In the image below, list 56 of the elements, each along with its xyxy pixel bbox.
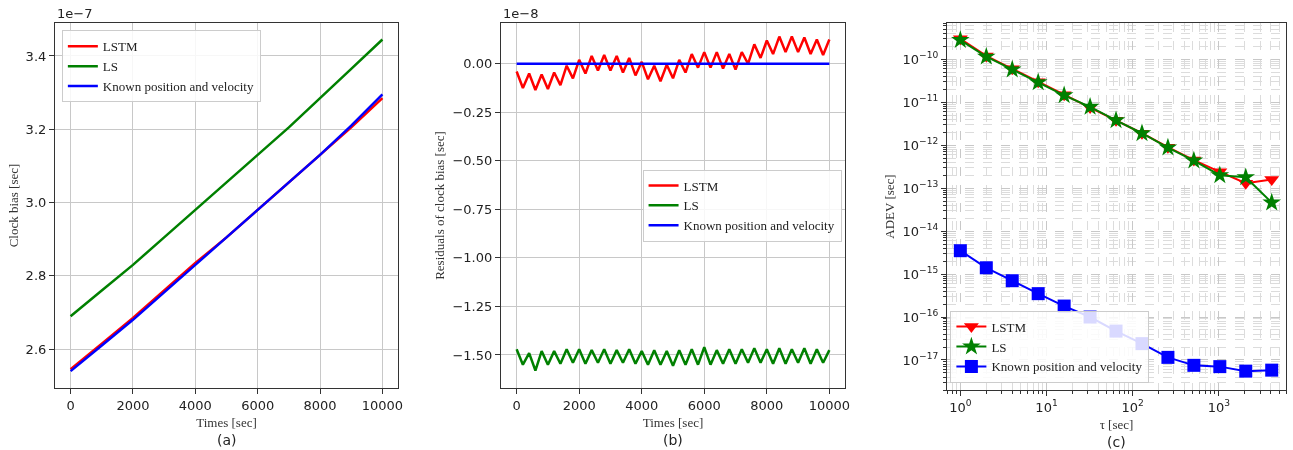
legend-label: Known position and velocity <box>102 79 254 95</box>
y-tick-label: −1.00 <box>452 250 493 266</box>
legend-label: Known position and velocity <box>991 359 1143 375</box>
y-tick-label: 10$^{−12}$ <box>902 136 939 153</box>
x-axis-title: Times [sec] <box>196 415 257 431</box>
y-tick-label: 10$^{−14}$ <box>902 222 939 239</box>
x-tick-label: 0 <box>512 397 521 413</box>
x-tick-label: 2000 <box>116 397 150 413</box>
x-tick-label: 2000 <box>562 397 596 413</box>
y-tick-label: 0.00 <box>463 56 493 72</box>
y-tick-label: 10$^{−16}$ <box>902 308 939 325</box>
y-tick-label: −0.25 <box>452 104 493 120</box>
x-tick-label: 10$^{0}$ <box>949 398 972 415</box>
y-tick-label: 10$^{−15}$ <box>902 265 939 282</box>
legend-label: LSTM <box>683 178 719 194</box>
legend-label: LSTM <box>102 39 138 55</box>
x-tick-label: 8000 <box>303 397 337 413</box>
text: 1e−7 <box>57 6 93 21</box>
y-tick-label: 2.6 <box>25 341 47 357</box>
text: (b) <box>663 432 683 448</box>
x-tick-label: 6000 <box>241 397 275 413</box>
x-tick-label: 10000 <box>808 397 851 413</box>
x-tick-label: 10$^{2}$ <box>1121 398 1144 415</box>
y-tick-label: 3.2 <box>25 121 47 137</box>
legend-label: LS <box>683 198 699 214</box>
y-tick-label: 3.4 <box>25 48 47 64</box>
x-tick-label: 10$^{3}$ <box>1207 398 1231 415</box>
y-tick-label: −1.50 <box>452 347 493 363</box>
y-tick-label: 10$^{−17}$ <box>902 351 939 368</box>
y-tick-label: −1.25 <box>452 299 493 315</box>
x-axis-title: τ [sec] <box>1099 417 1134 433</box>
y-axis-title: ADEV [sec] <box>882 174 898 239</box>
y-tick-label: −0.75 <box>452 201 493 217</box>
y-tick-label: 3.0 <box>25 195 47 211</box>
legend-label: LSTM <box>991 319 1027 335</box>
y-tick-label: 10$^{−10}$ <box>902 50 939 67</box>
text: (a) <box>217 432 237 448</box>
x-tick-label: 10$^{1}$ <box>1035 398 1058 415</box>
y-tick-label: 2.8 <box>25 268 47 284</box>
text: (c) <box>1107 434 1126 450</box>
legend-label: LS <box>102 59 119 75</box>
y-tick-label: −0.50 <box>452 153 493 169</box>
x-tick-label: 0 <box>66 397 75 413</box>
y-axis-title: Residuals of clock bias [sec] <box>432 131 448 280</box>
x-tick-label: 6000 <box>687 397 721 413</box>
x-axis-title: Times [sec] <box>642 415 704 431</box>
x-tick-label: 4000 <box>178 397 212 413</box>
x-tick-label: 10000 <box>361 397 404 413</box>
text: 1e−8 <box>503 6 539 21</box>
legend-label: Known position and velocity <box>683 218 835 234</box>
y-tick-label: 10$^{−13}$ <box>902 179 939 196</box>
x-tick-label: 4000 <box>625 397 659 413</box>
legend-label: LS <box>991 339 1007 355</box>
x-tick-label: 8000 <box>750 397 784 413</box>
y-tick-label: 10$^{−11}$ <box>902 93 939 110</box>
y-axis-title: Clock bias [sec] <box>5 163 21 248</box>
